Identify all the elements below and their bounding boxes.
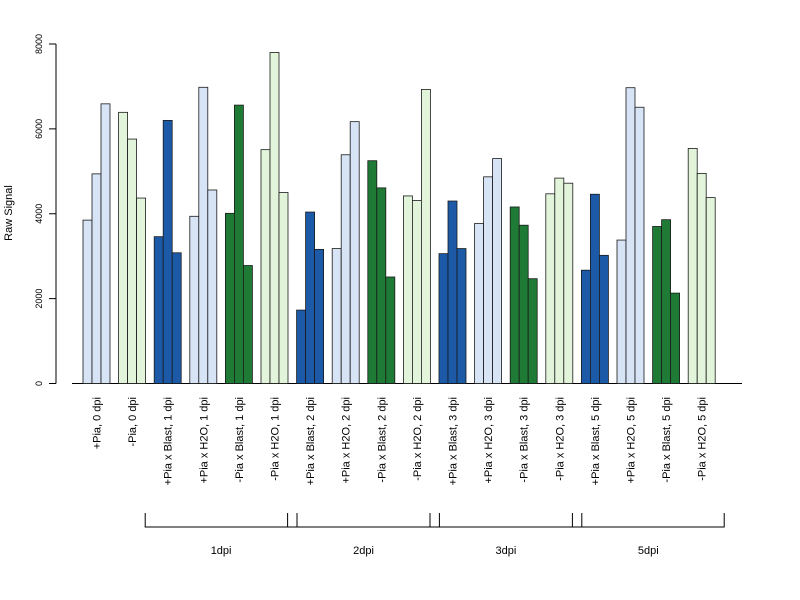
- y-tick-label: 6000: [34, 119, 44, 139]
- bar: [260, 149, 271, 384]
- bar: [696, 173, 707, 384]
- x-category-label: -Pia x H2O, 2 dpi: [412, 397, 424, 481]
- bar: [269, 52, 280, 384]
- x-category-label: -Pia, 0 dpi: [127, 397, 139, 447]
- x-category-label: +Pia, 0 dpi: [92, 397, 104, 449]
- bar: [376, 187, 387, 384]
- bar: [687, 147, 698, 384]
- bar: [385, 276, 396, 384]
- bar: [554, 177, 565, 384]
- x-category-label: -Pia x Blast, 5 dpi: [661, 397, 673, 483]
- y-axis-title: Raw Signal: [3, 185, 15, 241]
- x-category-label: -Pia x H2O, 1 dpi: [270, 397, 282, 481]
- bar: [447, 200, 458, 384]
- bar: [634, 106, 645, 384]
- x-category-label: +Pia x Blast, 2 dpi: [305, 397, 317, 485]
- x-category-label: +Pia x H2O, 3 dpi: [483, 397, 495, 484]
- x-category-label: +Pia x H2O, 1 dpi: [198, 397, 210, 484]
- bar: [340, 154, 351, 384]
- bar: [474, 223, 485, 384]
- x-category-label: +Pia x Blast, 1 dpi: [163, 397, 175, 485]
- bar: [136, 197, 147, 384]
- x-category-label: +Pia x Blast, 5 dpi: [590, 397, 602, 485]
- y-tick-label: 4000: [34, 204, 44, 224]
- bar: [314, 248, 325, 384]
- bar: [349, 121, 360, 384]
- x-category-label: -Pia x Blast, 3 dpi: [519, 397, 531, 483]
- bar: [367, 160, 378, 384]
- y-tick-label: 2000: [34, 289, 44, 309]
- bar: [198, 86, 209, 384]
- bar: [492, 158, 503, 384]
- bar: [590, 193, 600, 384]
- x-category-label: -Pia x H2O, 3 dpi: [554, 397, 566, 481]
- bar: [82, 219, 93, 384]
- x-category-label: -Pia x Blast, 1 dpi: [234, 397, 246, 483]
- bar: [296, 309, 307, 384]
- y-tick-label: 8000: [34, 34, 44, 54]
- bar: [127, 138, 137, 384]
- bar: [563, 182, 574, 384]
- bar: [456, 248, 467, 384]
- bar: [91, 173, 102, 384]
- bar: [527, 278, 538, 384]
- bar: [402, 195, 413, 384]
- bar: [625, 87, 636, 384]
- bar: [483, 176, 494, 384]
- bar: [509, 206, 520, 384]
- group-label: 2dpi: [353, 545, 374, 557]
- bar: [599, 254, 609, 384]
- x-category-label: +Pia x H2O, 5 dpi: [626, 397, 638, 484]
- bar: [545, 193, 556, 384]
- group-label: 5dpi: [638, 545, 659, 557]
- bar: [420, 89, 431, 384]
- bar: [581, 269, 591, 384]
- group-label: 1dpi: [211, 545, 232, 557]
- bar: [331, 248, 342, 384]
- bar: [616, 239, 627, 384]
- bar: [438, 253, 449, 384]
- bar: [189, 215, 200, 384]
- bar: [162, 119, 173, 384]
- bar: [171, 252, 182, 384]
- bar: [278, 192, 289, 384]
- bar: [305, 211, 316, 384]
- bar: [153, 236, 164, 384]
- bar: [670, 292, 680, 384]
- x-category-label: +Pia x Blast, 3 dpi: [448, 397, 460, 485]
- bar: [100, 103, 111, 384]
- bar: [242, 265, 253, 384]
- bar: [518, 224, 529, 384]
- x-category-label: -Pia x H2O, 5 dpi: [697, 397, 709, 481]
- bar: [233, 104, 244, 384]
- bar: [661, 219, 671, 384]
- bar: [652, 226, 662, 384]
- group-brackets: 1dpi 2dpi 3dpi 5dpi: [144, 513, 725, 557]
- y-axis: 0 2000 4000 6000 8000: [34, 34, 57, 386]
- bar: [411, 200, 422, 384]
- bar: [224, 212, 235, 384]
- bar: [207, 189, 218, 384]
- y-tick-label: 0: [34, 381, 44, 386]
- x-category-label: -Pia x Blast, 2 dpi: [376, 397, 388, 483]
- bars-layer: [82, 52, 716, 384]
- bar: [705, 197, 716, 384]
- group-bracket: [571, 513, 725, 528]
- bar: [118, 111, 128, 384]
- group-label: 3dpi: [496, 545, 517, 557]
- group-bracket: [429, 513, 583, 528]
- group-bracket: [144, 513, 298, 528]
- group-bracket: [287, 513, 440, 528]
- category-labels: +Pia, 0 dpi -Pia, 0 dpi +Pia x Blast, 1 dp…: [92, 397, 709, 485]
- x-category-label: +Pia x H2O, 2 dpi: [341, 397, 353, 484]
